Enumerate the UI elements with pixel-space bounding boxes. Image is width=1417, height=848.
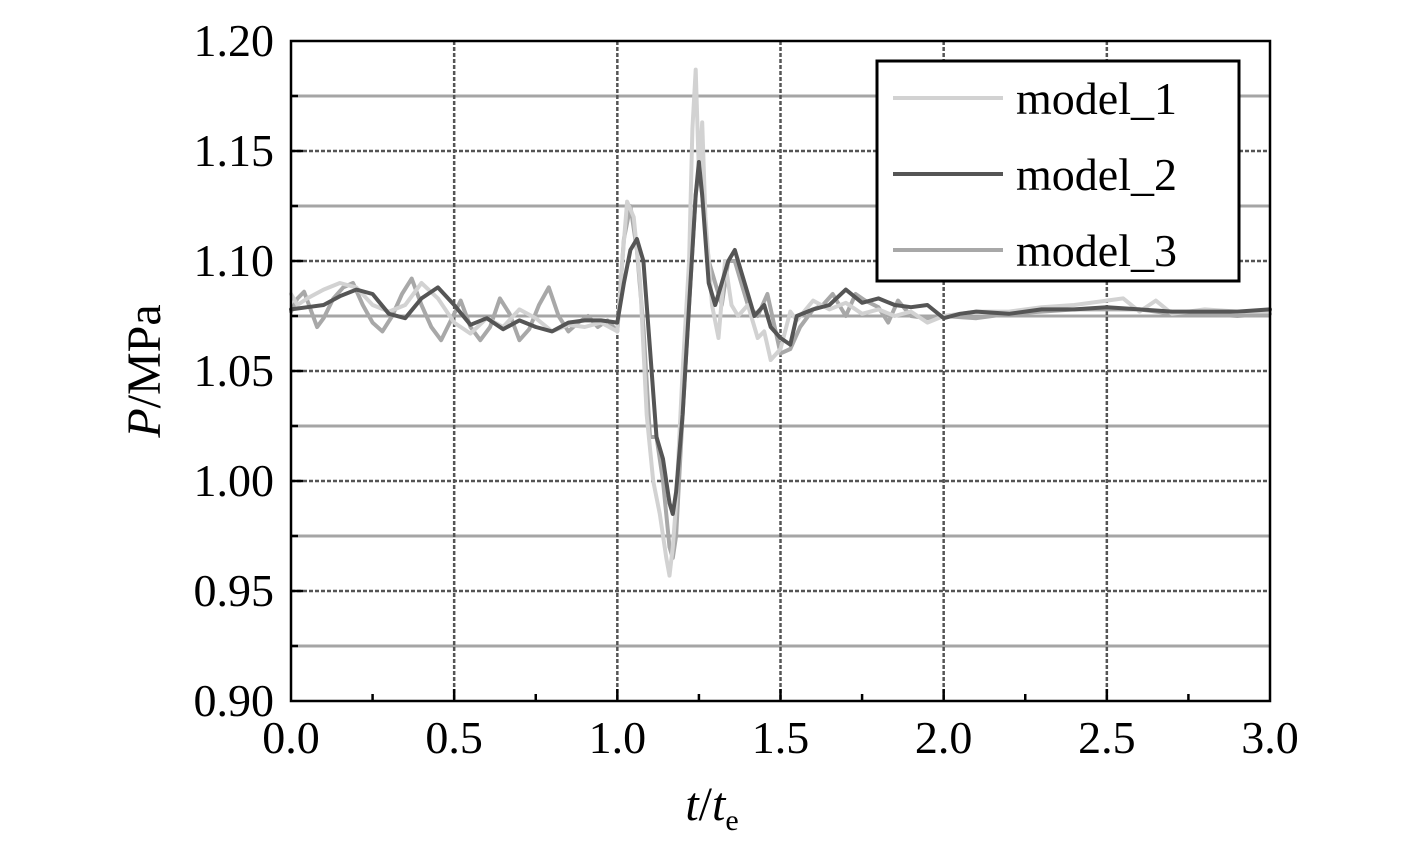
y-axis-title-unit: /MPa xyxy=(118,304,171,408)
x-axis-title-sep: / xyxy=(699,778,713,831)
legend-label: model_1 xyxy=(1016,73,1177,124)
y-tick-label: 1.20 xyxy=(194,15,275,66)
y-axis-title-main: P xyxy=(118,408,171,438)
x-axis-title-denominator: t xyxy=(712,778,727,831)
x-tick-label: 2.0 xyxy=(915,712,973,763)
series-line-model-3 xyxy=(289,166,1272,560)
x-tick-label: 2.5 xyxy=(1078,712,1136,763)
y-tick-label: 1.00 xyxy=(194,455,275,506)
x-axis-title: t/te xyxy=(685,778,738,837)
y-axis-title: P/MPa xyxy=(118,304,171,438)
x-tick-label: 1.0 xyxy=(589,712,647,763)
y-tick-label: 1.05 xyxy=(194,345,275,396)
x-tick-label: 0.0 xyxy=(262,712,320,763)
x-tick-label: 1.5 xyxy=(752,712,810,763)
x-axis-title-subscript: e xyxy=(725,804,738,837)
y-tick-label: 0.90 xyxy=(194,675,275,726)
legend: model_1 model_2 model_3 xyxy=(875,59,1241,283)
y-tick-label: 0.95 xyxy=(194,565,275,616)
x-tick-label: 0.5 xyxy=(425,712,483,763)
y-tick-label: 1.15 xyxy=(194,125,275,176)
series-line-model-2 xyxy=(289,160,1272,516)
y-tick-label: 1.10 xyxy=(194,235,275,286)
series-lines xyxy=(289,67,1272,578)
legend-label: model_2 xyxy=(1016,149,1177,200)
x-axis-title-main: t xyxy=(685,778,700,831)
axis-ticks: 0.0 0.5 1.0 1.5 2.0 2.5 3.0 0.90 0.95 1.00 1.05 1.1… xyxy=(194,15,1299,763)
legend-label: model_3 xyxy=(1016,225,1177,276)
x-tick-label: 3.0 xyxy=(1241,712,1299,763)
